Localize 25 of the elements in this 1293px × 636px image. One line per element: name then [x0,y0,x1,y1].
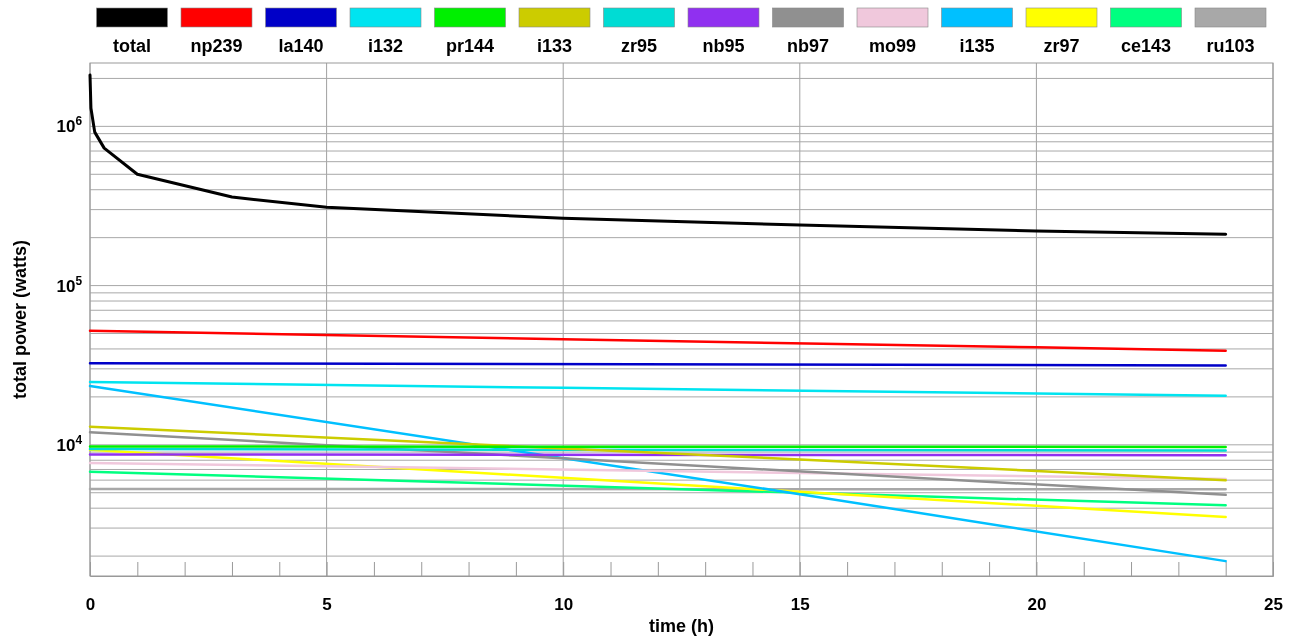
legend-label: nb97 [786,36,830,56]
legend-label: i132 [367,36,404,56]
y-tick-label: 10$^{5}$ [56,273,83,296]
x-tick-label: 0 [85,595,96,615]
y-axis-title: total power (watts) [10,239,30,400]
legend-label: ce143 [1120,36,1172,56]
y-tick-label: 10$^{4}$ [56,432,83,455]
x-tick-label: 25 [1264,595,1283,615]
legend-label: ru103 [1206,36,1255,56]
legend-label: la140 [278,36,324,56]
legend-label: i135 [959,36,995,56]
x-axis-title: time (h) [649,616,714,636]
legend-label: pr144 [445,36,495,56]
x-tick-label: 20 [1027,595,1047,615]
x-tick-label: 15 [790,595,810,615]
legend-label: mo99 [868,36,917,56]
legend-label: zr95 [620,36,658,56]
legend-label: i133 [536,36,573,56]
legend-label: zr97 [1043,36,1080,56]
x-tick-label: 10 [554,595,574,615]
y-tick-label: 10$^{6}$ [56,114,83,137]
legend-label: nb95 [702,36,745,56]
x-tick-label: 5 [322,595,332,615]
legend-label: np239 [190,36,243,56]
legend-label: total [113,36,151,56]
